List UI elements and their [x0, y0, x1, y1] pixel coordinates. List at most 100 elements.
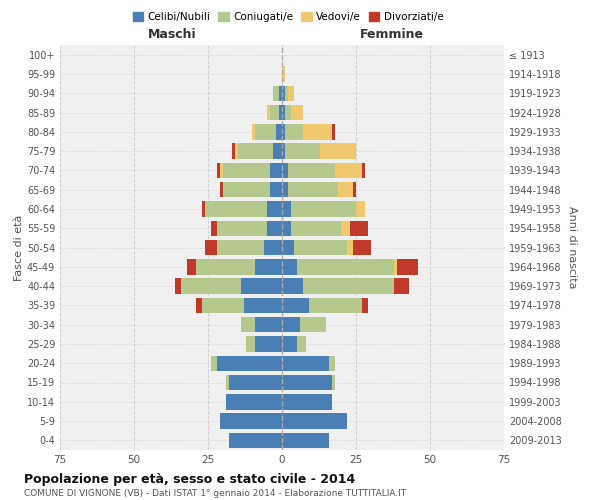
- Bar: [282, 375, 335, 390]
- Bar: [282, 259, 397, 274]
- Bar: [226, 394, 282, 409]
- Bar: [241, 317, 282, 332]
- Bar: [226, 375, 282, 390]
- Bar: [282, 86, 288, 101]
- Bar: [181, 278, 282, 294]
- Bar: [256, 336, 282, 351]
- Bar: [229, 432, 282, 448]
- Bar: [279, 86, 282, 101]
- Bar: [282, 336, 305, 351]
- Bar: [282, 356, 335, 371]
- Bar: [282, 259, 418, 274]
- Bar: [196, 259, 282, 274]
- Bar: [229, 432, 282, 448]
- Bar: [282, 105, 303, 120]
- Bar: [241, 317, 282, 332]
- Bar: [282, 162, 335, 178]
- Bar: [226, 394, 282, 409]
- Bar: [282, 201, 365, 216]
- Bar: [205, 201, 282, 216]
- Bar: [241, 317, 282, 332]
- Bar: [211, 356, 282, 371]
- Bar: [282, 240, 294, 255]
- Bar: [282, 375, 335, 390]
- Bar: [282, 144, 356, 159]
- Bar: [270, 182, 282, 198]
- Bar: [223, 182, 282, 198]
- Bar: [282, 298, 368, 313]
- Text: Popolazione per età, sesso e stato civile - 2014: Popolazione per età, sesso e stato civil…: [24, 472, 355, 486]
- Bar: [220, 414, 282, 429]
- Bar: [273, 86, 282, 101]
- Bar: [238, 144, 282, 159]
- Bar: [205, 240, 282, 255]
- Bar: [282, 105, 285, 120]
- Bar: [220, 414, 282, 429]
- Bar: [217, 162, 282, 178]
- Bar: [282, 414, 347, 429]
- Bar: [282, 298, 362, 313]
- Bar: [282, 240, 347, 255]
- Bar: [282, 105, 303, 120]
- Bar: [235, 144, 282, 159]
- Bar: [282, 66, 285, 82]
- Bar: [282, 220, 350, 236]
- Bar: [202, 201, 282, 216]
- Bar: [282, 278, 409, 294]
- Bar: [226, 375, 282, 390]
- Bar: [282, 162, 365, 178]
- Bar: [282, 144, 285, 159]
- Y-axis label: Anni di nascita: Anni di nascita: [567, 206, 577, 289]
- Bar: [205, 201, 282, 216]
- Bar: [220, 414, 282, 429]
- Bar: [282, 394, 332, 409]
- Bar: [256, 259, 282, 274]
- Bar: [211, 356, 282, 371]
- Bar: [282, 432, 329, 448]
- Bar: [202, 298, 282, 313]
- Bar: [282, 144, 356, 159]
- Bar: [279, 105, 282, 120]
- Bar: [282, 240, 353, 255]
- Bar: [282, 298, 362, 313]
- Bar: [282, 201, 356, 216]
- Bar: [282, 278, 394, 294]
- Bar: [276, 124, 282, 140]
- Bar: [273, 86, 282, 101]
- Legend: Celibi/Nubili, Coniugati/e, Vedovi/e, Divorziati/e: Celibi/Nubili, Coniugati/e, Vedovi/e, Di…: [128, 8, 448, 26]
- Bar: [282, 144, 320, 159]
- Bar: [217, 220, 282, 236]
- Bar: [270, 105, 282, 120]
- Bar: [223, 182, 282, 198]
- Bar: [282, 86, 294, 101]
- Bar: [196, 259, 282, 274]
- Bar: [282, 220, 368, 236]
- Bar: [253, 124, 282, 140]
- Bar: [282, 240, 371, 255]
- Text: Femmine: Femmine: [359, 28, 424, 41]
- Bar: [282, 124, 285, 140]
- Bar: [267, 105, 282, 120]
- Bar: [282, 162, 362, 178]
- Bar: [247, 336, 282, 351]
- Bar: [256, 124, 282, 140]
- Bar: [241, 278, 282, 294]
- Bar: [282, 182, 356, 198]
- Bar: [282, 259, 394, 274]
- Bar: [282, 298, 308, 313]
- Bar: [256, 317, 282, 332]
- Bar: [282, 317, 300, 332]
- Bar: [282, 86, 285, 101]
- Bar: [282, 182, 338, 198]
- Bar: [282, 394, 332, 409]
- Bar: [282, 414, 347, 429]
- Bar: [282, 220, 341, 236]
- Bar: [217, 356, 282, 371]
- Bar: [187, 259, 282, 274]
- Bar: [264, 240, 282, 255]
- Bar: [282, 375, 332, 390]
- Bar: [282, 356, 335, 371]
- Bar: [282, 86, 294, 101]
- Bar: [217, 240, 282, 255]
- Bar: [267, 220, 282, 236]
